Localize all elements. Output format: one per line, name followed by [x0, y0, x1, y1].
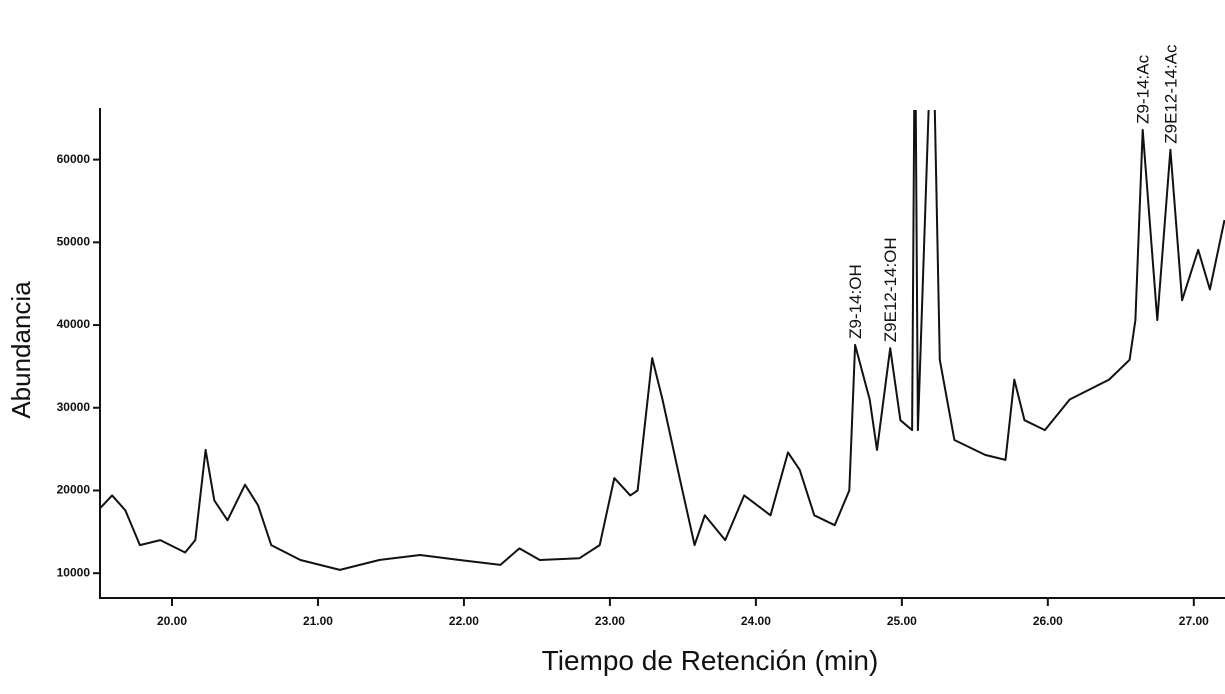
x-tick-label: 23.00	[595, 614, 625, 628]
peak-label: Z9E12-14:Ac	[1161, 44, 1180, 144]
x-tick-label: 27.00	[1179, 614, 1209, 628]
y-tick-label: 60000	[57, 152, 91, 166]
x-tick-label: 22.00	[449, 614, 479, 628]
plot-area	[99, 110, 1225, 571]
x-tick-label: 25.00	[887, 614, 917, 628]
trace-line	[99, 110, 1225, 571]
x-tick-label: 20.00	[157, 614, 187, 628]
y-tick-label: 20000	[57, 483, 91, 497]
x-axis-title: Tiempo de Retención (min)	[542, 645, 879, 676]
y-tick-label: 10000	[57, 565, 91, 579]
x-tick-label: 21.00	[303, 614, 333, 628]
peak-label: Z9-14:OH	[846, 264, 865, 339]
y-tick-label: 40000	[57, 317, 91, 331]
y-tick-label: 30000	[57, 400, 91, 414]
x-tick-label: 24.00	[741, 614, 771, 628]
y-tick-label: 50000	[57, 235, 91, 249]
peak-label: Z9E12-14:OH	[881, 237, 900, 342]
peak-label: Z9-14:Ac	[1134, 54, 1153, 123]
y-axis-title: Abundancia	[6, 281, 36, 419]
x-tick-label: 26.00	[1033, 614, 1063, 628]
